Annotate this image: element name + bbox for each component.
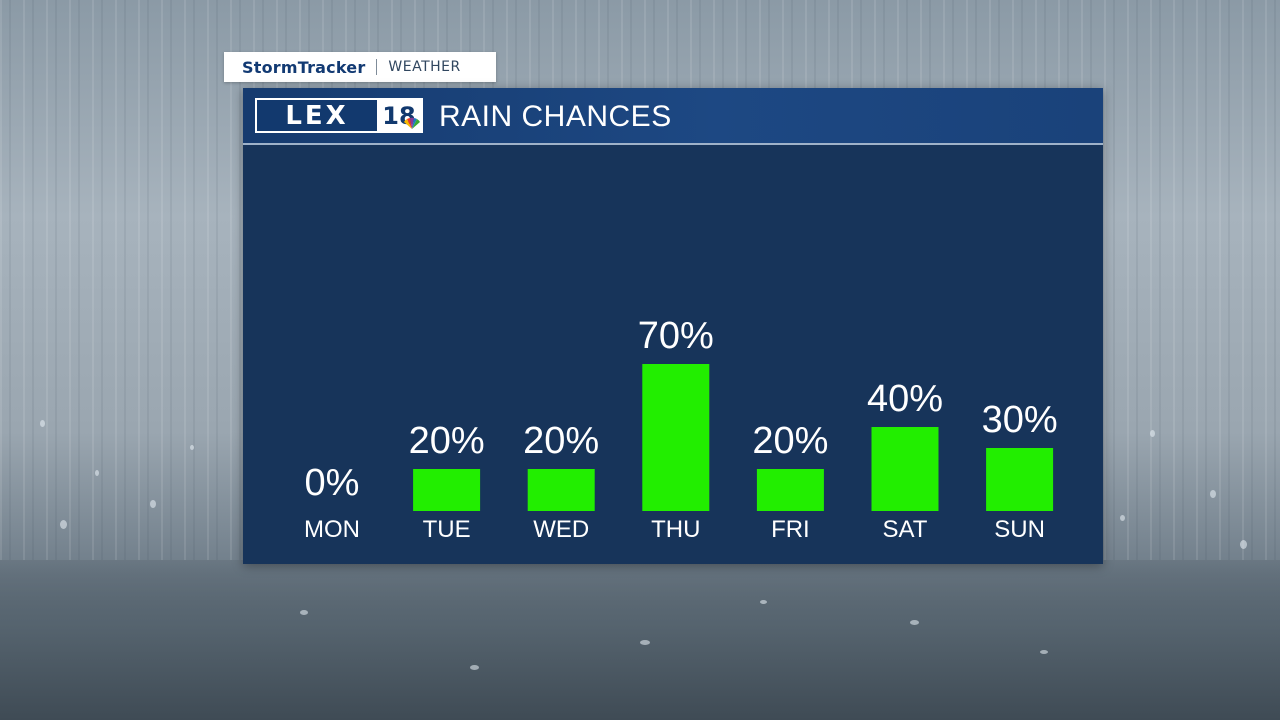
value-label-thu: 70% xyxy=(638,315,714,357)
value-label-sun: 30% xyxy=(982,399,1058,441)
tag-divider xyxy=(376,59,378,75)
rain-chance-bar-chart: 0% MON 20% TUE 20% WED 70% THU 20% FRI 40% SAT 30% SU… xyxy=(304,315,1058,543)
rain-chances-panel: LEX 18 RAIN CHANCES 0% MON 20% TUE 20% WED 70%… xyxy=(243,88,1103,564)
lex18-logo: LEX 18 xyxy=(255,98,423,133)
value-label-fri: 20% xyxy=(752,420,828,462)
peacock-icon xyxy=(404,117,420,129)
value-label-mon: 0% xyxy=(305,462,360,504)
day-label-sat: SAT xyxy=(883,516,928,543)
day-label-wed: WED xyxy=(533,516,589,543)
value-label-sat: 40% xyxy=(867,378,943,420)
value-label-wed: 20% xyxy=(523,420,599,462)
bar-wed xyxy=(527,469,595,511)
weather-label: WEATHER xyxy=(388,59,461,75)
day-label-tue: TUE xyxy=(423,516,471,543)
bar-sat xyxy=(871,427,939,511)
chart-title: RAIN CHANCES xyxy=(439,100,672,133)
stormtracker-weather-tag: StormTracker WEATHER xyxy=(224,52,496,82)
day-label-sun: SUN xyxy=(994,516,1045,543)
logo-letters: LEX xyxy=(257,100,377,131)
stormtracker-label: StormTracker xyxy=(242,57,366,77)
bar-tue xyxy=(413,469,481,511)
day-label-fri: FRI xyxy=(771,516,810,543)
bar-thu xyxy=(642,364,710,511)
panel-header: LEX 18 RAIN CHANCES xyxy=(243,88,1103,145)
day-label-mon: MON xyxy=(304,516,360,543)
bar-sun xyxy=(986,448,1054,511)
value-label-tue: 20% xyxy=(409,420,485,462)
bar-fri xyxy=(756,469,824,511)
day-label-thu: THU xyxy=(651,516,700,543)
